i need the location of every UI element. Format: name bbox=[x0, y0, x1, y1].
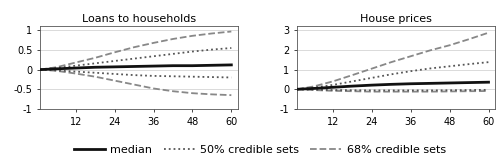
Title: House prices: House prices bbox=[360, 14, 432, 24]
Title: Loans to households: Loans to households bbox=[82, 14, 196, 24]
Legend: median, 50% credible sets, 68% credible sets: median, 50% credible sets, 68% credible … bbox=[70, 141, 450, 159]
